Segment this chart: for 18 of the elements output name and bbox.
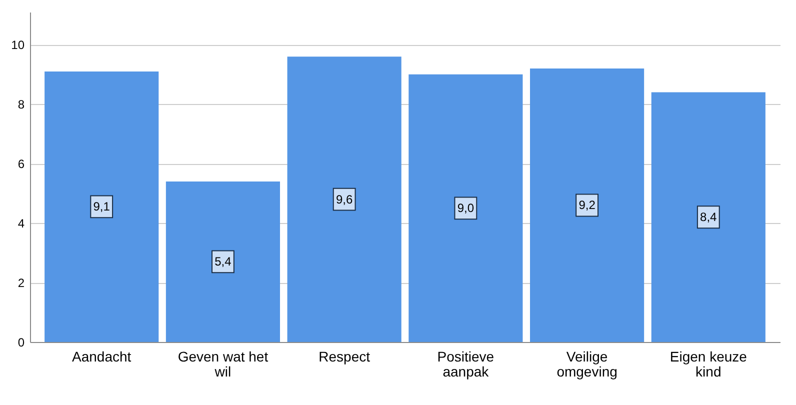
y-tick-label: 10 xyxy=(11,38,25,52)
x-tick-label: Positieve aanpak xyxy=(437,348,494,380)
y-tick-label: 2 xyxy=(18,276,25,290)
y-tick-label: 4 xyxy=(18,216,25,231)
data-label: 9,6 xyxy=(336,192,353,206)
x-tick-label: Aandacht xyxy=(72,348,132,364)
y-tick-label: 0 xyxy=(18,336,25,350)
data-label: 9,1 xyxy=(93,200,110,214)
data-label: 5,4 xyxy=(214,254,232,269)
x-tick-label: Respect xyxy=(318,348,370,364)
x-tick-label: Veilige omgeving xyxy=(556,348,618,380)
data-label: 9,0 xyxy=(457,201,474,216)
y-tick-label: 6 xyxy=(18,157,25,172)
data-label: 8,4 xyxy=(700,210,718,224)
x-tick-label: Eigen keuze kind xyxy=(670,348,748,380)
y-tick-label: 8 xyxy=(18,98,25,112)
x-tick-label: Geven wat het wil xyxy=(178,348,268,380)
data-label: 9,2 xyxy=(578,198,596,212)
